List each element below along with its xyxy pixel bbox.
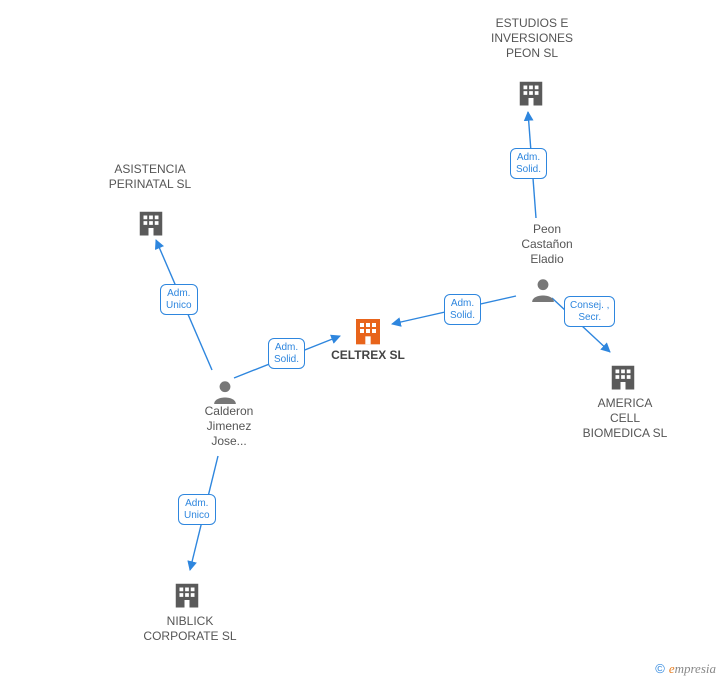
diagram-canvas: Adm. Unico Adm. Solid. Adm. Unico Adm. S… [0,0,728,685]
company-icon-asistencia[interactable] [136,208,166,243]
node-label-peon: Peon Castañon Eladio [502,222,592,267]
company-icon-estudios[interactable] [516,78,546,113]
company-icon-celtrex[interactable] [352,315,384,352]
copyright-symbol: © [655,661,665,676]
node-label-asistencia: ASISTENCIA PERINATAL SL [90,162,210,192]
node-label-estudios: ESTUDIOS E INVERSIONES PEON SL [472,16,592,61]
edge-label-calderon-celtrex: Adm. Solid. [268,338,305,369]
node-label-america: AMERICA CELL BIOMEDICA SL [560,396,690,441]
node-label-calderon: Calderon Jimenez Jose... [184,404,274,449]
company-icon-america[interactable] [608,362,638,397]
node-label-celtrex: CELTREX SL [318,348,418,363]
company-icon-niblick[interactable] [172,580,202,615]
footer-branding: ©empresia [655,661,716,677]
edge-label-peon-celtrex: Adm. Solid. [444,294,481,325]
edge-label-calderon-niblick: Adm. Unico [178,494,216,525]
node-label-niblick: NIBLICK CORPORATE SL [120,614,260,644]
edge-label-calderon-asistencia: Adm. Unico [160,284,198,315]
edge-label-peon-america: Consej. , Secr. [564,296,615,327]
edge-label-peon-estudios: Adm. Solid. [510,148,547,179]
brand-rest: mpresia [675,661,716,676]
person-icon-peon[interactable] [530,276,556,307]
